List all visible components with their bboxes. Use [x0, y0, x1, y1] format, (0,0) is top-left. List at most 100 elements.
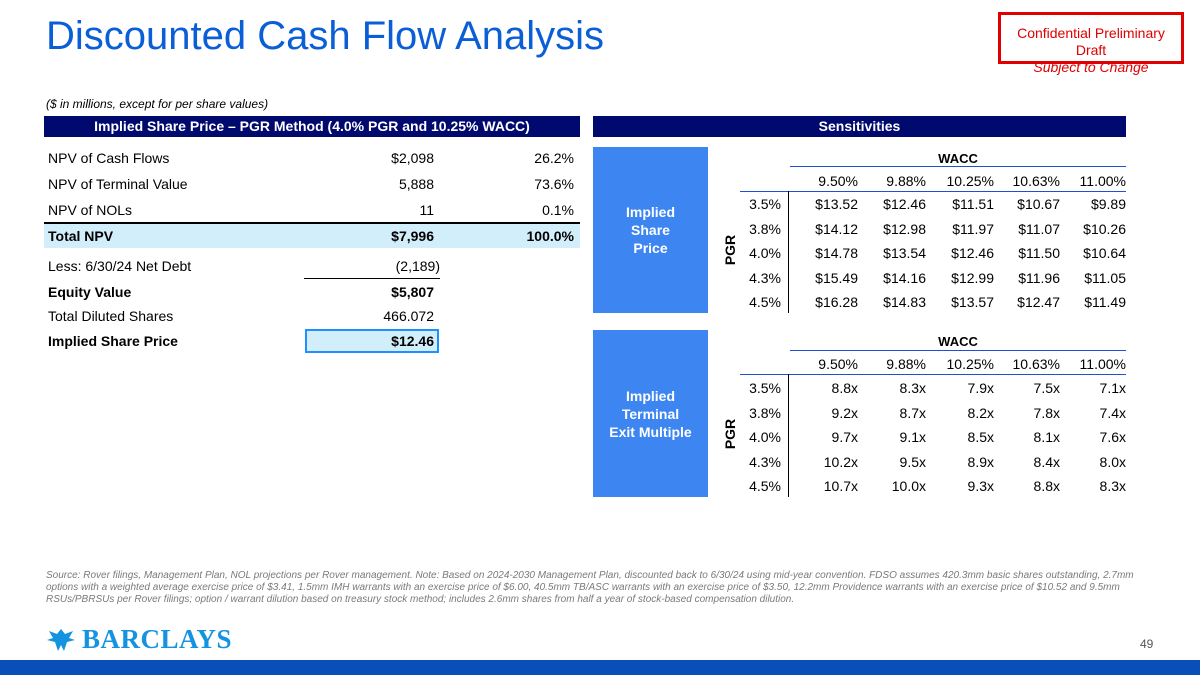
pgr-row-header: 4.0%	[749, 429, 781, 445]
sensitivity-cell: 8.8x	[1033, 478, 1060, 494]
row-value: $2,098	[391, 150, 434, 166]
sensitivity-cell: $10.26	[1083, 220, 1126, 237]
sensitivity-cell: $14.16	[883, 269, 926, 286]
sensitivity-cell: $12.98	[883, 220, 926, 237]
sensitivity-cell: 8.3x	[1099, 478, 1126, 494]
sensitivity-cell: $14.78	[815, 245, 858, 261]
wacc-column-header: 10.63%	[1012, 173, 1060, 189]
pgr-row-header: 4.5%	[749, 478, 781, 494]
sensitivity-cell: 9.1x	[899, 429, 926, 445]
bridge-row-diluted-shares: Total Diluted Shares 466.072	[44, 304, 580, 328]
pgr-row-header: 3.5%	[749, 196, 781, 212]
sensitivity-cell: 7.9x	[967, 380, 994, 396]
npv-row-terminal-value: NPV of Terminal Value 5,888 73.6%	[44, 172, 580, 196]
row-value: $12.46	[391, 333, 434, 349]
sensitivity-cell: 10.7x	[823, 478, 858, 494]
sensitivity-cell: $12.46	[951, 245, 994, 261]
panel-label-line: Price	[633, 240, 668, 256]
sensitivity-cell: 7.1x	[1099, 380, 1126, 396]
sensitivity-cell: 8.8x	[831, 380, 858, 396]
sensitivity-cell: 8.3x	[899, 380, 926, 396]
sensitivity-cell: $14.83	[883, 294, 926, 310]
header-divider	[740, 374, 1126, 375]
row-label: Less: 6/30/24 Net Debt	[48, 258, 192, 274]
sensitivity-multiple-panel: Implied Terminal Exit Multiple	[593, 330, 708, 497]
panel-label-line: Exit Multiple	[609, 423, 692, 440]
sensitivity-cell: 7.5x	[1033, 380, 1060, 396]
sensitivity-cell: $13.52	[815, 196, 858, 212]
row-label: Total Diluted Shares	[48, 308, 174, 324]
implied-share-price-row-wrap: Implied Share Price $12.46	[44, 329, 580, 353]
wacc-column-header: 9.88%	[886, 356, 926, 372]
wacc-column-header: 11.00%	[1079, 173, 1126, 189]
npv-row-cash-flows: NPV of Cash Flows $2,098 26.2%	[44, 146, 580, 170]
panel-label-line: Implied	[625, 387, 675, 404]
row-label: NPV of Terminal Value	[48, 176, 188, 192]
wacc-column-header: 9.50%	[818, 356, 858, 372]
row-label: Implied Share Price	[48, 333, 178, 349]
pgr-row-header: 4.0%	[749, 245, 781, 261]
header-divider	[740, 191, 1126, 192]
sensitivity-cell: $9.89	[1090, 196, 1126, 212]
row-label: Total NPV	[48, 228, 114, 244]
page-number: 49	[1140, 637, 1154, 651]
panel-label-line: Implied	[625, 204, 675, 220]
wacc-column-header: 10.25%	[946, 173, 994, 189]
row-value: $7,996	[391, 228, 434, 244]
pgr-divider	[788, 374, 789, 497]
pgr-divider	[788, 191, 789, 313]
wacc-column-header: 9.50%	[818, 173, 858, 189]
sensitivity-cell: $15.49	[815, 269, 858, 286]
wacc-axis-label: WACC	[938, 151, 978, 166]
sensitivity-cell: $14.12	[815, 220, 858, 237]
sensitivity-cell: $16.28	[815, 294, 858, 310]
pgr-row-header: 4.5%	[749, 294, 781, 310]
bridge-row-equity-value: Equity Value $5,807	[44, 280, 580, 304]
confidential-line1: Confidential Preliminary Draft	[1017, 25, 1165, 58]
sensitivity-cell: $13.54	[883, 245, 926, 261]
footer-bar	[0, 660, 1200, 675]
wacc-column-header: 10.63%	[1012, 356, 1060, 372]
eagle-icon	[47, 628, 75, 651]
sensitivity-cell: 8.1x	[1033, 429, 1060, 445]
pgr-axis-label: PGR	[722, 418, 739, 450]
row-percent: 100.0%	[526, 228, 574, 244]
row-value: 466.072	[383, 308, 434, 324]
units-note: ($ in millions, except for per share val…	[46, 97, 269, 111]
wacc-divider	[790, 166, 1126, 167]
sensitivity-cell: $13.57	[951, 294, 994, 310]
sensitivity-cell: $10.67	[1017, 196, 1060, 212]
sensitivity-price-panel: Implied Share Price	[593, 147, 708, 313]
sensitivity-cell: $12.99	[951, 269, 994, 286]
bridge-row-implied-share-price: Implied Share Price $12.46	[44, 329, 580, 353]
sum-divider	[304, 278, 440, 279]
logo-wordmark: BARCLAYS	[82, 624, 233, 654]
sensitivity-cell: 10.0x	[891, 478, 926, 494]
source-footnote: Source: Rover filings, Management Plan, …	[46, 570, 1134, 605]
row-label: NPV of NOLs	[48, 202, 133, 218]
row-label: NPV of Cash Flows	[48, 150, 170, 166]
wacc-divider	[790, 350, 1126, 351]
wacc-column-header: 11.00%	[1079, 356, 1126, 372]
sensitivity-cell: 10.2x	[823, 453, 858, 470]
sensitivity-cell: 7.6x	[1099, 429, 1126, 445]
panel-label-line: Share	[631, 222, 670, 238]
wacc-column-header: 10.25%	[946, 356, 994, 372]
sensitivity-cell: $11.97	[952, 220, 994, 237]
pgr-row-header: 4.3%	[749, 453, 781, 470]
sensitivity-cell: 8.0x	[1099, 453, 1126, 470]
sensitivity-cell: 7.8x	[1033, 404, 1060, 421]
pgr-row-header: 3.5%	[749, 380, 781, 396]
npv-row-total: Total NPV $7,996 100.0%	[44, 222, 580, 248]
sensitivities-header: Sensitivities	[593, 116, 1126, 137]
sensitivity-cell: $12.47	[1017, 294, 1060, 310]
sensitivity-cell: $11.07	[1018, 220, 1060, 237]
bridge-row-net-debt: Less: 6/30/24 Net Debt (2,189)	[44, 254, 580, 278]
sensitivity-cell: 9.7x	[831, 429, 858, 445]
sensitivity-cell: $11.51	[952, 196, 994, 212]
sensitivity-cell: $11.49	[1084, 294, 1126, 310]
row-percent: 0.1%	[542, 202, 574, 218]
implied-share-price-highlight	[305, 329, 439, 353]
sensitivity-cell: 8.5x	[967, 429, 994, 445]
confidential-stamp: Confidential Preliminary Draft Subject t…	[998, 12, 1184, 75]
